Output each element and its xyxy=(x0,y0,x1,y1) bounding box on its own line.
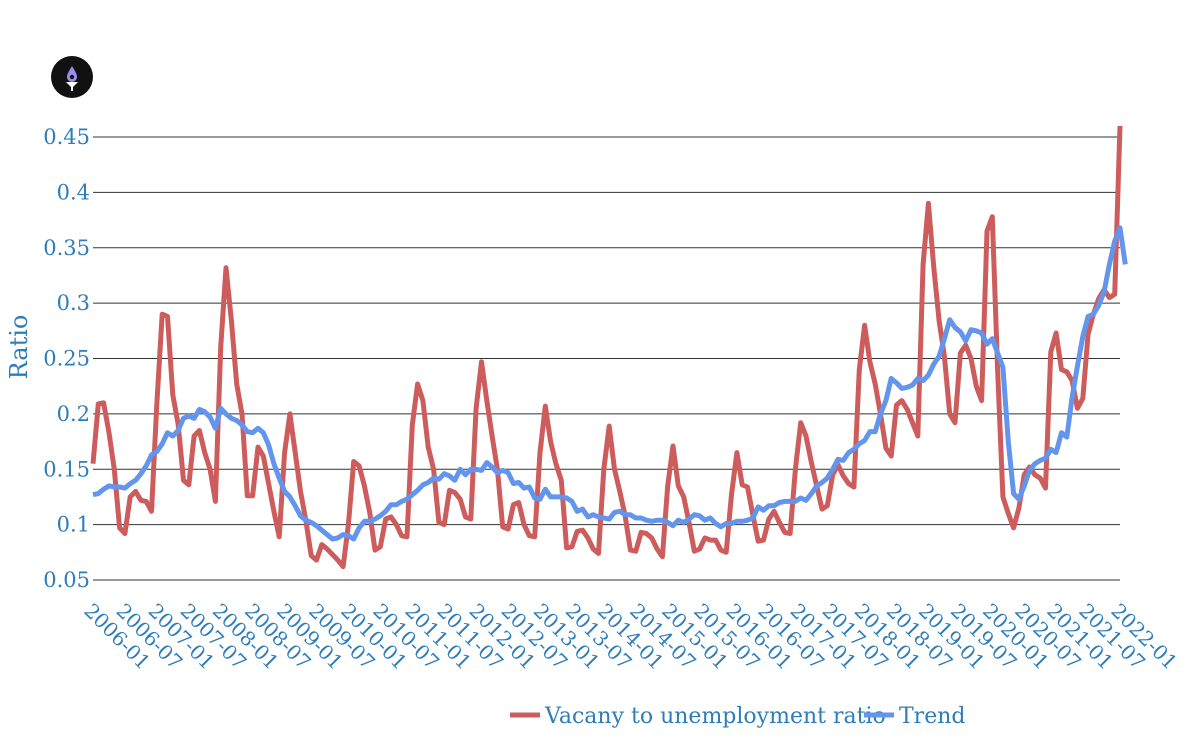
y-tick-label: 0.45 xyxy=(43,125,90,149)
y-tick-label: 0.15 xyxy=(43,457,90,481)
legend-label-trend: Trend xyxy=(899,704,965,729)
y-axis-ticks: 0.05 0.1 0.15 0.2 0.25 0.3 0.35 0.4 0.45 xyxy=(43,125,90,592)
y-tick-label: 0.2 xyxy=(57,402,90,426)
y-tick-label: 0.4 xyxy=(57,180,90,204)
series-lines xyxy=(90,125,1128,570)
y-axis-title: Ratio xyxy=(5,315,33,380)
series-line-trend xyxy=(92,225,1128,542)
legend: Vacany to unemployment ratio Trend xyxy=(510,704,965,729)
x-axis-ticks: 2006-012006-072007-012007-072008-012008-… xyxy=(79,599,1182,675)
series-line-vacancy-ratio xyxy=(90,125,1123,570)
legend-label-vacancy: Vacany to unemployment ratio xyxy=(544,704,886,729)
gridlines xyxy=(93,136,1120,581)
y-tick-label: 0.1 xyxy=(57,513,90,537)
y-tick-label: 0.05 xyxy=(43,568,90,592)
logo-droplet-funnel-icon[interactable] xyxy=(51,56,93,98)
y-tick-label: 0.25 xyxy=(43,347,90,371)
y-tick-label: 0.35 xyxy=(43,236,90,260)
y-tick-label: 0.3 xyxy=(57,291,90,315)
